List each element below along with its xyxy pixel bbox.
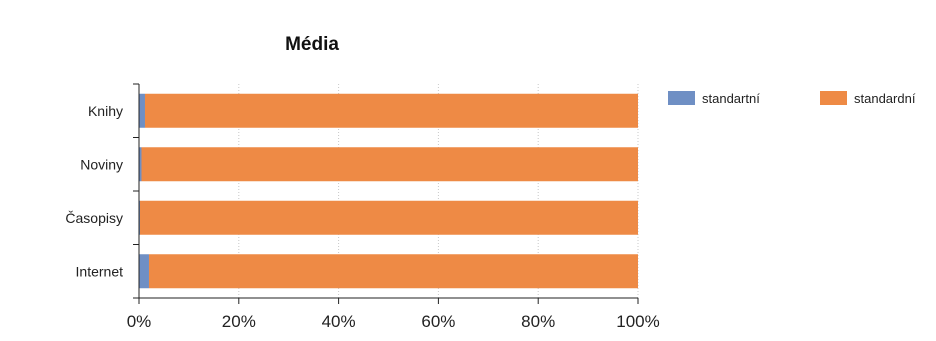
legend: standartní standardní bbox=[668, 91, 916, 106]
legend-label: standartní bbox=[702, 91, 760, 106]
x-tick-label: 100% bbox=[616, 312, 659, 331]
bar-segment-2 bbox=[141, 147, 638, 182]
legend-label: standardní bbox=[854, 91, 916, 106]
axes: 0% 20% 40% 60% 80% 100% Knihy Noviny Časopisy Int… bbox=[65, 83, 660, 331]
x-tick-label: 60% bbox=[421, 312, 455, 331]
bar-segment-2 bbox=[139, 200, 639, 235]
bar-segment-1 bbox=[139, 254, 149, 289]
x-tick-label: 80% bbox=[521, 312, 555, 331]
bar-segment-1 bbox=[139, 93, 145, 128]
bar-segment-2 bbox=[148, 254, 639, 289]
x-tick-label: 0% bbox=[127, 312, 152, 331]
legend-swatch bbox=[668, 91, 695, 105]
bar-segment-2 bbox=[144, 93, 638, 128]
bar-segment-1 bbox=[139, 147, 142, 182]
legend-swatch bbox=[820, 91, 847, 105]
y-category-label: Noviny bbox=[80, 156, 123, 172]
x-tick-label: 40% bbox=[322, 312, 356, 331]
chart-title: Média bbox=[285, 34, 339, 55]
x-tick-label: 20% bbox=[222, 312, 256, 331]
y-category-label: Internet bbox=[76, 263, 124, 279]
y-category-label: Časopisy bbox=[65, 210, 123, 226]
bars bbox=[139, 93, 639, 289]
y-category-label: Knihy bbox=[88, 103, 123, 119]
